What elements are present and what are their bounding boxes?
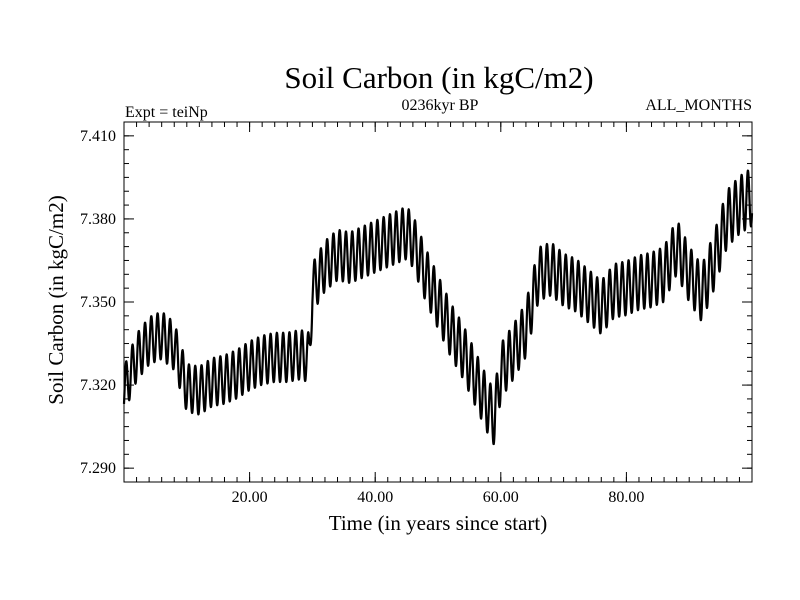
y-tick-label: 7.380 [80, 211, 116, 228]
y-tick-labels: 7.290 7.320 7.350 7.380 7.410 [80, 128, 116, 477]
x-tick-labels: 20.00 40.00 60.00 80.00 [232, 489, 645, 506]
experiment-label: Expt = teiNp [125, 104, 208, 121]
y-tick-label: 7.410 [80, 128, 116, 145]
y-tick-label: 7.290 [80, 460, 116, 477]
y-tick-label: 7.320 [80, 377, 116, 394]
x-tick-label: 60.00 [483, 489, 519, 506]
chart-subtitle: 0236kyr BP [402, 97, 479, 114]
x-tick-label: 20.00 [232, 489, 268, 506]
y-tick-label: 7.350 [80, 294, 116, 311]
series-line [122, 169, 754, 446]
chart-title: Soil Carbon (in kgC/m2) [284, 60, 593, 95]
y-axis-label: Soil Carbon (in kgC/m2) [44, 195, 68, 404]
x-axis-label: Time (in years since start) [329, 511, 548, 535]
months-label: ALL_MONTHS [645, 97, 752, 114]
x-tick-label: 80.00 [608, 489, 644, 506]
x-tick-label: 40.00 [357, 489, 393, 506]
